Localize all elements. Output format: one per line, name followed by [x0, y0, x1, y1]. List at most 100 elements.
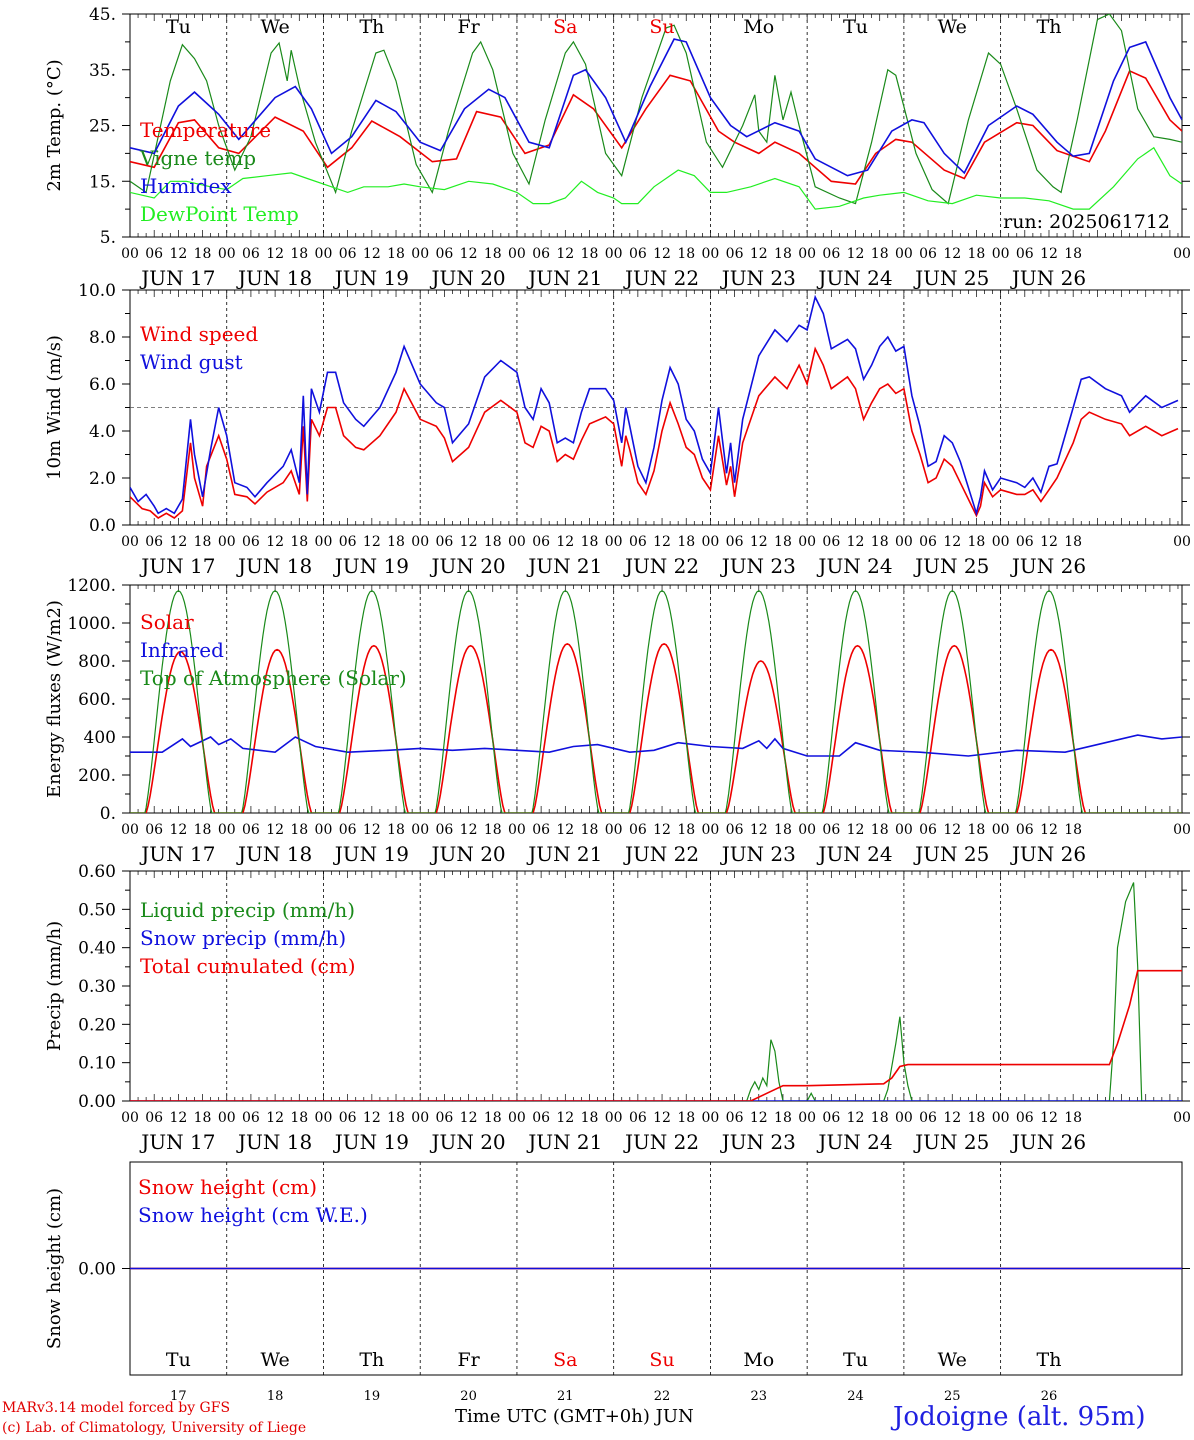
day-name: Tu — [843, 16, 868, 38]
hour-label: 12 — [556, 534, 574, 550]
hour-label: 06 — [629, 822, 647, 838]
hour-label: 00 — [701, 534, 719, 550]
hour-label: 12 — [169, 822, 187, 838]
hour-label: 18 — [677, 1110, 695, 1126]
panel-4: 0.00 0.10 0.20 0.30 0.40 0.50 0.60 Precip (mm/h… — [44, 862, 1191, 1154]
hour-label: 06 — [435, 1110, 453, 1126]
y-tick-label: 400 — [84, 728, 116, 748]
series-line-solar — [130, 643, 1182, 813]
date-label: JUN 25 — [913, 554, 989, 578]
hour-label: 12 — [653, 1110, 671, 1126]
hour-label: 00 — [121, 822, 139, 838]
hour-label: 18 — [581, 1110, 599, 1126]
y-axis-title: Precip (mm/h) — [44, 921, 65, 1051]
date-label: JUN 19 — [333, 554, 409, 578]
hour-label: 00 — [701, 246, 719, 262]
hour-label: 12 — [750, 1110, 768, 1126]
hour-label: 12 — [556, 1110, 574, 1126]
date-label: JUN 17 — [139, 266, 215, 290]
day-name: Sa — [553, 16, 577, 38]
hour-label: 12 — [363, 246, 381, 262]
date-label: JUN 25 — [913, 1130, 989, 1154]
hour-label: 06 — [242, 822, 260, 838]
day-name: Fr — [457, 16, 480, 38]
hour-label: 12 — [943, 534, 961, 550]
y-axis-title: 2m Temp. (°C) — [44, 59, 65, 191]
hour-label: 12 — [1040, 822, 1058, 838]
date-label: JUN 19 — [333, 266, 409, 290]
x-axis-title: Time UTC (GMT+0h) — [455, 1406, 650, 1427]
hour-label: 00 — [605, 534, 623, 550]
date-label: JUN 22 — [623, 266, 699, 290]
hour-label: 00 — [508, 534, 526, 550]
date-label: JUN 22 — [623, 1130, 699, 1154]
hour-label: 00 — [895, 822, 913, 838]
hour-label: 06 — [726, 1110, 744, 1126]
date-label: JUN 18 — [236, 554, 312, 578]
date-label: JUN 26 — [1010, 266, 1086, 290]
hour-label: 18 — [484, 534, 502, 550]
date-label: JUN 24 — [816, 266, 892, 290]
y-tick-label: 45. — [89, 5, 116, 25]
y-tick-label: 0.00 — [78, 1260, 116, 1280]
day-number: 17 — [170, 1389, 187, 1404]
y-tick-label: 8.0 — [89, 328, 116, 348]
hour-label: 06 — [242, 1110, 260, 1126]
model-credit: MARv3.14 model forced by GFS — [2, 1400, 231, 1416]
hour-label: 12 — [847, 822, 865, 838]
hour-label: 18 — [774, 534, 792, 550]
legend-entry: Snow precip (mm/h) — [140, 926, 346, 950]
hour-label: 18 — [387, 246, 405, 262]
hour-label: 06 — [1016, 1110, 1034, 1126]
date-label: JUN 21 — [526, 1130, 602, 1154]
legend-entry: Solar — [140, 610, 194, 634]
hour-label: 00 — [315, 1110, 333, 1126]
legend-entry: Infrared — [140, 638, 224, 662]
hour-label: 06 — [1016, 822, 1034, 838]
day-name: Th — [1037, 1349, 1062, 1371]
y-tick-label: 5. — [100, 228, 116, 248]
hour-label: 18 — [871, 822, 889, 838]
hour-label: 06 — [532, 534, 550, 550]
day-name: Fr — [457, 1349, 480, 1371]
day-number: 18 — [267, 1389, 284, 1404]
hour-label: 00 — [218, 1110, 236, 1126]
y-tick-label: 0.30 — [78, 977, 116, 997]
hour-label: 06 — [919, 1110, 937, 1126]
day-name: Th — [359, 1349, 384, 1371]
hour-label: 00 — [992, 534, 1010, 550]
hour-label: 18 — [194, 1110, 212, 1126]
y-tick-label: 0.20 — [78, 1015, 116, 1035]
hour-label: 00 — [315, 822, 333, 838]
hour-label: 06 — [1016, 246, 1034, 262]
y-tick-label: 200. — [78, 766, 116, 786]
hour-label: 06 — [435, 822, 453, 838]
hour-label: 18 — [387, 822, 405, 838]
hour-label: 00 — [701, 822, 719, 838]
hour-label: 00 — [508, 246, 526, 262]
hour-label: 12 — [943, 1110, 961, 1126]
legend-entry: Humidex — [140, 174, 232, 198]
hour-label: 12 — [1040, 246, 1058, 262]
hour-label: 18 — [581, 822, 599, 838]
y-tick-label: 0.40 — [78, 939, 116, 959]
hour-label: 06 — [822, 246, 840, 262]
hour-label: 18 — [1064, 534, 1082, 550]
series-line-wind-speed — [130, 346, 1179, 519]
hour-label: 12 — [556, 822, 574, 838]
series-line-wind-gust — [130, 294, 1179, 517]
legend-entry: Top of Atmosphere (Solar) — [140, 666, 407, 690]
hour-label: 00 — [121, 1110, 139, 1126]
y-tick-label: 0.50 — [78, 900, 116, 920]
date-label: JUN 23 — [720, 842, 796, 866]
hour-label: 00 — [508, 822, 526, 838]
month-label: JUN — [655, 1406, 694, 1427]
hour-label: 00 — [895, 246, 913, 262]
hour-label: 00 — [315, 534, 333, 550]
hour-label: 06 — [242, 246, 260, 262]
hour-label: 12 — [460, 1110, 478, 1126]
lab-credit: (c) Lab. of Climatology, University of L… — [2, 1420, 307, 1436]
hour-label: 00 — [895, 1110, 913, 1126]
date-label: JUN 18 — [236, 842, 312, 866]
